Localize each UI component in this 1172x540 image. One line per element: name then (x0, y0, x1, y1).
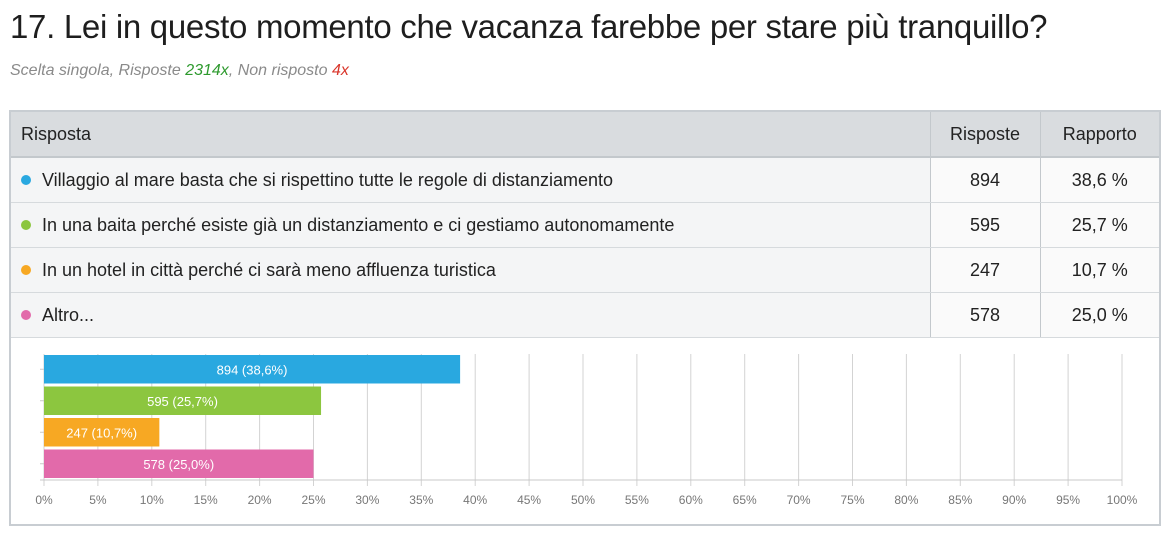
x-tick-label: 15% (194, 493, 218, 507)
unanswered-count: 4x (331, 62, 349, 79)
x-tick-label: 100% (1107, 493, 1138, 507)
x-tick-label: 55% (625, 493, 649, 507)
ratio-cell: 10,7 % (1040, 247, 1159, 293)
answer-cell: In una baita perché esiste già un distan… (11, 202, 931, 248)
answer-label: Villaggio al mare basta che si rispettin… (42, 169, 613, 190)
x-tick-label: 0% (35, 493, 53, 507)
answer-label: In una baita perché esiste già un distan… (42, 214, 675, 235)
column-header-ratio: Rapporto (1040, 112, 1159, 158)
ratio-cell: 25,7 % (1040, 202, 1159, 248)
bar (44, 386, 322, 415)
bar-data-label: 595 (25,7%) (147, 394, 218, 409)
x-tick-label: 40% (463, 493, 487, 507)
answer-label: In un hotel in città perché ci sarà meno… (42, 259, 496, 280)
x-tick-label: 10% (140, 493, 164, 507)
answer-cell: Altro... (11, 292, 931, 338)
x-tick-label: 70% (787, 493, 811, 507)
responses-count: 2314x (185, 62, 229, 79)
x-tick-label: 85% (948, 493, 972, 507)
answer-cell: In un hotel in città perché ci sarà meno… (11, 247, 931, 293)
x-tick-label: 30% (355, 493, 379, 507)
ratio-cell: 25,0 % (1040, 292, 1159, 338)
table-row: Altro... 578 25,0 % (11, 292, 1159, 338)
x-tick-label: 65% (733, 493, 757, 507)
x-tick-label: 5% (89, 493, 107, 507)
answer-label: Altro... (42, 304, 95, 325)
x-tick-label: 20% (248, 493, 272, 507)
responses-cell: 247 (930, 247, 1041, 293)
responses-cell: 595 (930, 202, 1041, 248)
question-subtitle: Scelta singola, Risposte 2314x, Non risp… (10, 62, 349, 80)
x-tick-label: 25% (301, 493, 325, 507)
results-table: Risposta Risposte Rapporto Villaggio al … (11, 112, 1159, 338)
legend-dot-icon (21, 174, 31, 185)
legend-dot-icon (21, 264, 31, 275)
bar-chart: 0% 5% 10% 15% 20% 25% 30% 35% 40% 45% 50% 55% 60% 65%… (35, 354, 1138, 507)
legend-dot-icon (21, 219, 31, 230)
x-tick-label: 75% (840, 493, 864, 507)
table-row: Villaggio al mare basta che si rispettin… (11, 157, 1159, 203)
x-tick-label: 35% (409, 493, 433, 507)
bar-chart-area: 0% 5% 10% 15% 20% 25% 30% 35% 40% 45% 50% 55% 60% 65%… (11, 336, 1159, 524)
table-row: In un hotel in città perché ci sarà meno… (11, 247, 1159, 293)
table-row: In una baita perché esiste già un distan… (11, 202, 1159, 248)
bar-data-label: 578 (25,0%) (143, 457, 214, 472)
subtitle-prefix: Scelta singola, Risposte (10, 62, 186, 79)
bar-data-label: 894 (38,6%) (217, 362, 288, 377)
bar-data-label: 247 (10,7%) (66, 425, 137, 440)
x-tick-label: 45% (517, 493, 541, 507)
legend-dot-icon (21, 309, 31, 320)
results-panel: Risposta Risposte Rapporto Villaggio al … (9, 110, 1161, 526)
column-header-answer: Risposta (11, 112, 931, 158)
responses-cell: 578 (930, 292, 1041, 338)
bar (44, 355, 461, 384)
column-header-responses: Risposte (930, 112, 1041, 158)
bar (44, 449, 314, 478)
subtitle-mid: , Non risposto (228, 62, 332, 79)
x-tick-label: 80% (894, 493, 918, 507)
table-header-row: Risposta Risposte Rapporto (11, 112, 1159, 158)
page-title: 17. Lei in questo momento che vacanza fa… (10, 8, 1048, 45)
ratio-cell: 38,6 % (1040, 157, 1159, 203)
x-tick-label: 95% (1056, 493, 1080, 507)
bar (44, 418, 160, 447)
x-tick-label: 90% (1002, 493, 1026, 507)
responses-cell: 894 (930, 157, 1041, 203)
x-tick-label: 50% (571, 493, 595, 507)
x-tick-label: 60% (679, 493, 703, 507)
answer-cell: Villaggio al mare basta che si rispettin… (11, 157, 931, 203)
